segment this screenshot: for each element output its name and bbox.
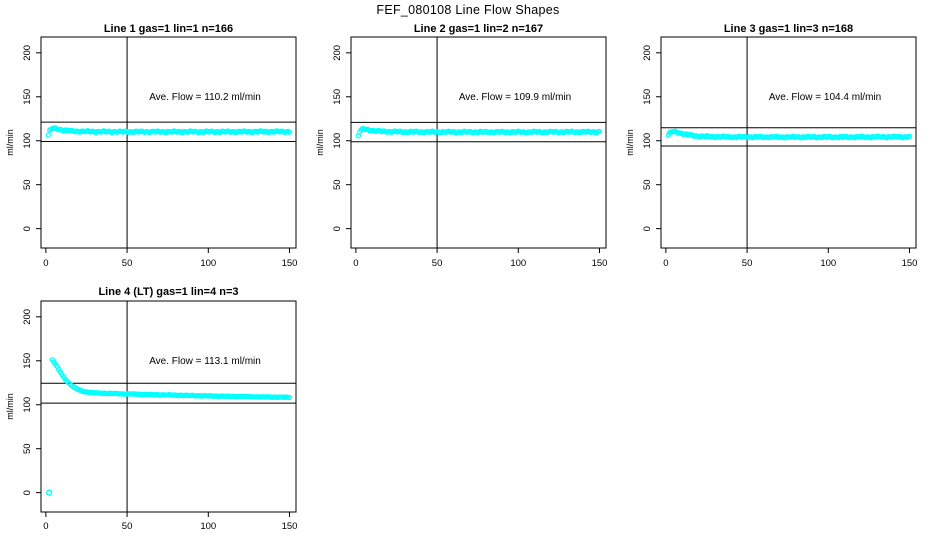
y-tick-label: 50 <box>642 179 653 190</box>
avg-flow-annotation: Ave. Flow = 113.1 ml/min <box>149 356 261 367</box>
plot-box <box>350 36 607 249</box>
subplot-2: Line 2 gas=1 lin=2 n=167 0 50 100 150 200 ml/m… <box>315 23 607 269</box>
y-tick-label: 200 <box>642 45 653 61</box>
subplot-title: Line 3 gas=1 lin=3 n=168 <box>724 23 853 35</box>
plot-box <box>40 36 297 249</box>
x-tick-label: 150 <box>592 258 608 269</box>
y-tick-label: 50 <box>22 179 33 190</box>
y-tick-label: 150 <box>332 89 343 105</box>
y-tick-label: 0 <box>642 226 653 231</box>
y-tick-label: 0 <box>22 490 33 495</box>
y-tick-label: 200 <box>332 45 343 61</box>
y-tick-label: 150 <box>22 353 33 369</box>
x-tick-label: 50 <box>122 258 133 269</box>
y-tick-label: 100 <box>332 133 343 149</box>
subplot-title: Line 1 gas=1 lin=1 n=166 <box>104 23 233 35</box>
subplot-title: Line 4 (LT) gas=1 lin=4 n=3 <box>98 286 238 298</box>
avg-flow-annotation: Ave. Flow = 109.9 ml/min <box>459 92 571 103</box>
y-tick-label: 100 <box>22 397 33 413</box>
y-tick-label: 100 <box>642 133 653 149</box>
y-tick-label: 50 <box>332 179 343 190</box>
x-tick-label: 0 <box>663 258 668 269</box>
data-point <box>286 129 293 135</box>
x-tick-label: 150 <box>282 521 298 532</box>
subplot-title: Line 2 gas=1 lin=2 n=167 <box>414 23 543 35</box>
y-axis-label: ml/min <box>315 129 325 156</box>
x-tick-label: 150 <box>902 258 918 269</box>
x-tick-label: 0 <box>353 258 358 269</box>
outlier-point <box>46 489 53 496</box>
y-tick-label: 100 <box>22 133 33 149</box>
data-point <box>596 128 603 135</box>
y-tick-label: 150 <box>642 89 653 105</box>
x-tick-label: 100 <box>510 258 526 269</box>
y-tick-label: 0 <box>332 226 343 231</box>
y-tick-label: 50 <box>22 443 33 454</box>
subplot-3: Line 3 gas=1 lin=3 n=168 0 50 100 150 200 ml/m… <box>625 23 917 269</box>
x-tick-label: 50 <box>742 258 753 269</box>
subplot-4: Line 4 (LT) gas=1 lin=4 n=3 0 50 100 150 200 m… <box>5 286 297 532</box>
avg-flow-annotation: Ave. Flow = 110.2 ml/min <box>149 92 261 103</box>
x-tick-label: 0 <box>43 521 48 532</box>
x-tick-label: 0 <box>43 258 48 269</box>
plot-box <box>40 300 297 513</box>
x-tick-label: 50 <box>432 258 443 269</box>
subplot-1: Line 1 gas=1 lin=1 n=166 0 50 100 150 200 ml/m… <box>5 23 297 269</box>
data-point <box>906 133 913 140</box>
x-tick-label: 100 <box>820 258 836 269</box>
y-axis-label: ml/min <box>5 129 15 156</box>
chart-main-title: FEF_080108 Line Flow Shapes <box>376 3 560 17</box>
avg-flow-annotation: Ave. Flow = 104.4 ml/min <box>769 92 881 103</box>
y-tick-label: 0 <box>22 226 33 231</box>
data-point <box>286 394 293 401</box>
y-axis-label: ml/min <box>625 129 635 156</box>
data-point <box>45 132 52 138</box>
x-tick-label: 100 <box>200 521 216 532</box>
y-axis-label: ml/min <box>5 393 15 420</box>
y-tick-label: 200 <box>22 309 33 325</box>
x-tick-label: 50 <box>122 521 133 532</box>
plot-box <box>660 36 917 249</box>
x-tick-label: 150 <box>282 258 298 269</box>
y-tick-label: 200 <box>22 45 33 61</box>
x-tick-label: 100 <box>200 258 216 269</box>
y-tick-label: 150 <box>22 89 33 105</box>
